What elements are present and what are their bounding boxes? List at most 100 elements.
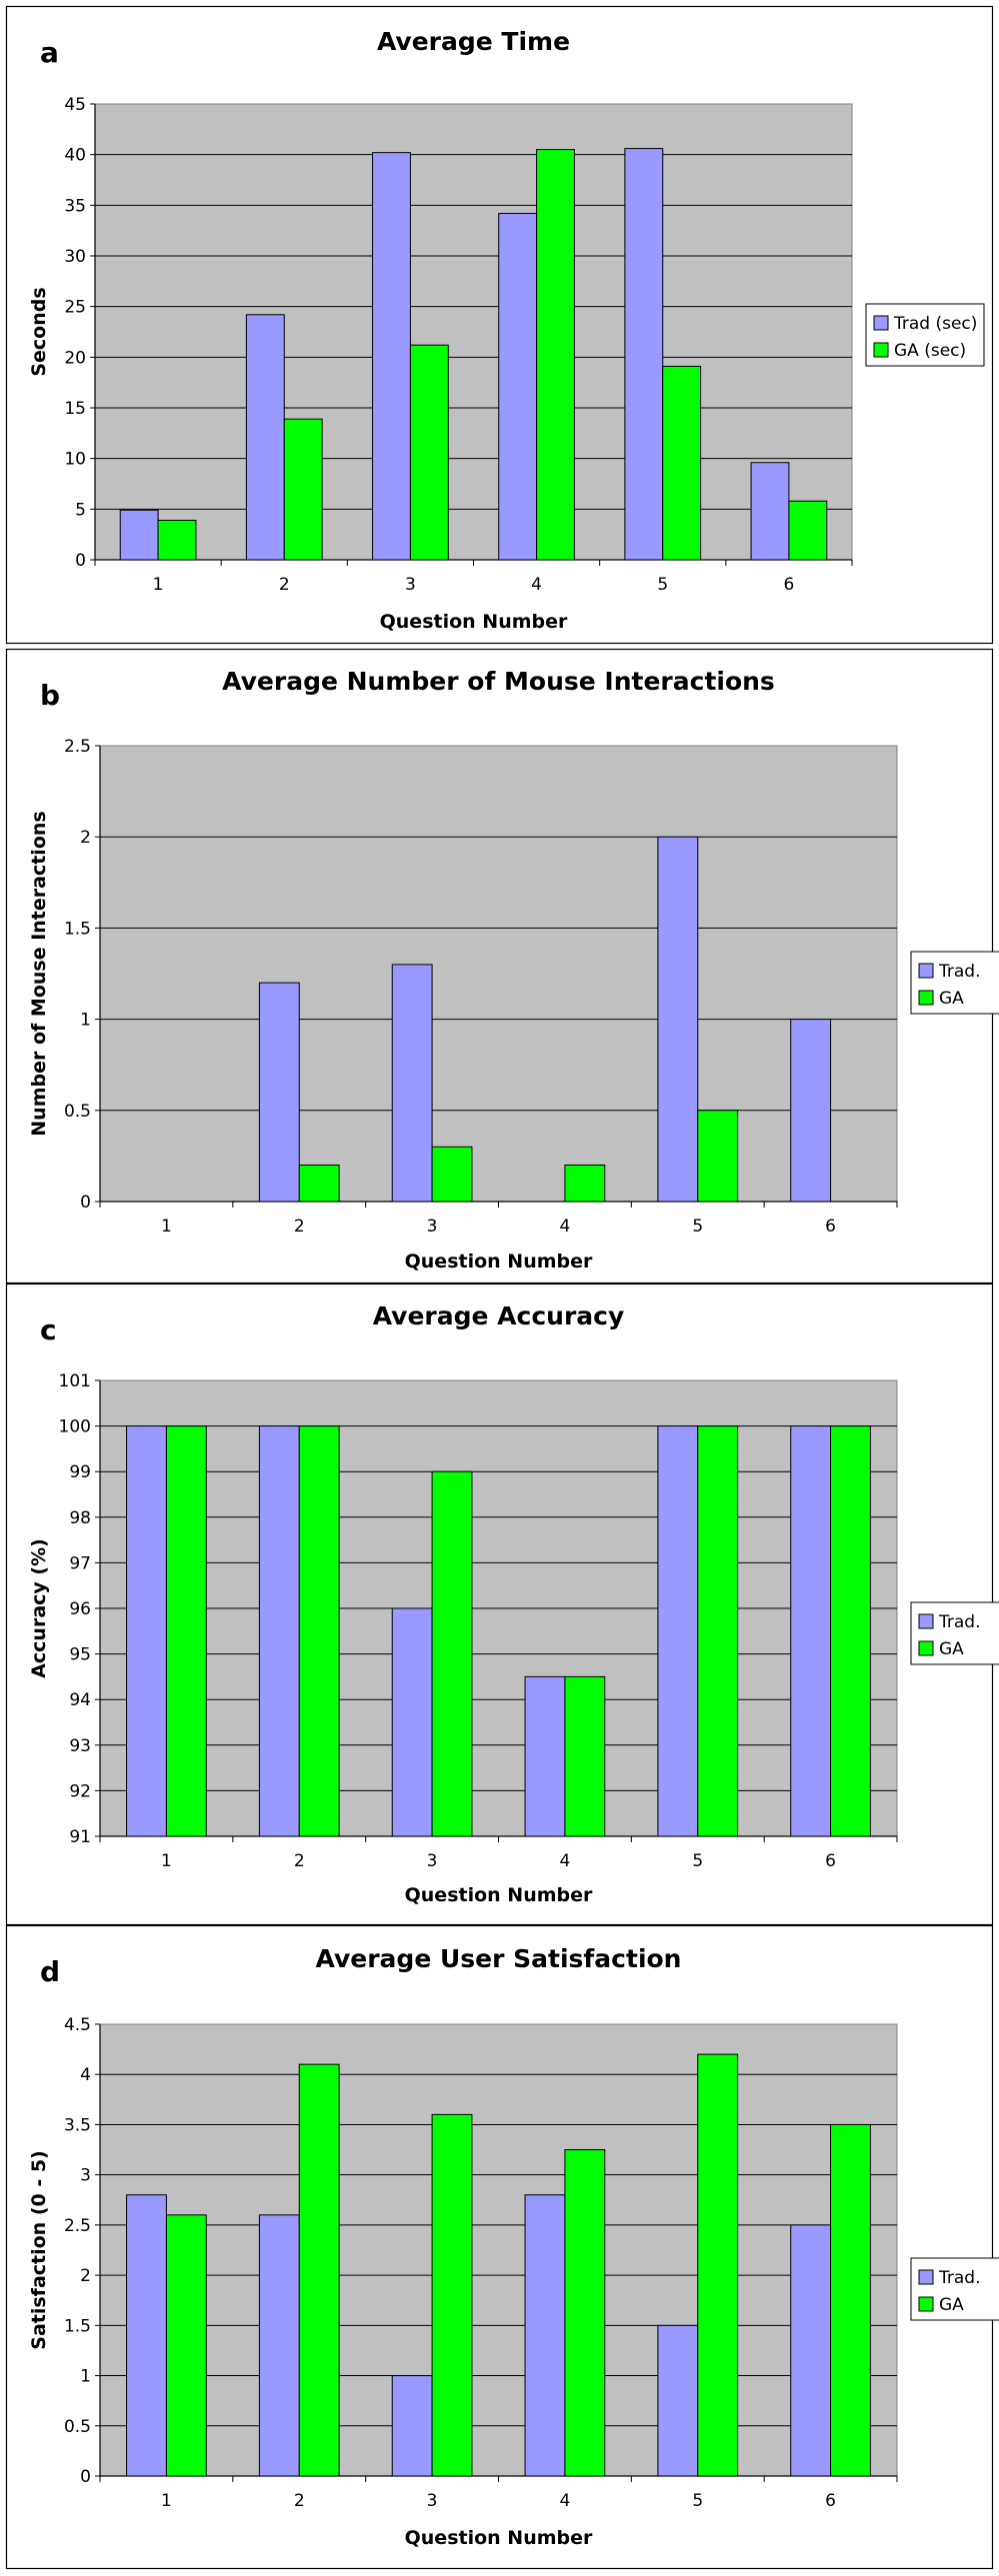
bar-ga-q2 (298, 2063, 340, 2477)
x-tick-label: 4 (560, 1217, 571, 1237)
bar-ga-q4 (536, 149, 575, 561)
panel-letter: c (40, 1313, 57, 1346)
y-tick-label: 40 (64, 146, 86, 166)
x-tick-label: 3 (427, 1217, 438, 1237)
x-tick-label: 5 (692, 1851, 703, 1871)
y-tick-label: 98 (69, 1508, 91, 1528)
y-tick-label: 5 (75, 500, 86, 520)
x-tick-label: 5 (692, 2491, 703, 2511)
legend-label-trad: Trad. (938, 2268, 981, 2288)
legend-label-ga: GA (sec) (894, 341, 966, 361)
bar-ga-q1 (157, 519, 197, 561)
y-tick-label: 2 (80, 828, 91, 848)
bar-trad-q3 (372, 152, 411, 561)
bar-trad-q6 (750, 462, 790, 561)
y-tick-label: 0.5 (64, 2417, 91, 2437)
legend-label-trad: Trad. (938, 962, 981, 982)
x-axis-title: Question Number (405, 2527, 593, 2549)
bar-trad-q4 (524, 1675, 566, 1837)
y-tick-label: 96 (69, 1599, 91, 1619)
bar-trad-q3 (391, 2375, 433, 2477)
bar-ga-q3 (431, 1146, 473, 1203)
y-tick-label: 2.5 (64, 2216, 91, 2236)
y-tick-label: 1 (80, 1011, 91, 1031)
x-tick-label: 1 (161, 1851, 172, 1871)
x-tick-label: 3 (427, 1851, 438, 1871)
legend-label-trad: Trad (sec) (893, 314, 977, 334)
y-tick-label: 0 (75, 551, 86, 571)
bar-trad-q1 (126, 1425, 167, 1837)
x-tick-label: 3 (427, 2491, 438, 2511)
y-tick-label: 45 (64, 95, 86, 115)
y-tick-label: 2 (80, 2266, 91, 2286)
bar-trad-q5 (624, 148, 664, 561)
bar-ga-q2 (283, 418, 323, 561)
bar-trad-q4 (524, 2194, 566, 2477)
x-axis-title: Question Number (405, 1251, 593, 1273)
panel-letter: d (40, 1955, 60, 1988)
y-tick-label: 95 (69, 1645, 91, 1665)
bar-trad-q1 (126, 2194, 167, 2477)
bar-ga-q6 (788, 500, 828, 561)
bar-ga-q1 (165, 2214, 207, 2477)
x-tick-label: 2 (294, 1851, 305, 1871)
x-tick-label: 2 (294, 1217, 305, 1237)
legend-label-ga: GA (939, 2295, 964, 2315)
x-axis-title: Question Number (405, 1884, 593, 1906)
bar-ga-q5 (697, 1425, 739, 1837)
y-tick-label: 3.5 (64, 2115, 91, 2135)
panel-letter: b (40, 679, 60, 712)
y-tick-label: 3 (80, 2166, 91, 2186)
legend-swatch-trad (918, 1613, 934, 1629)
chart-panel-b: b Average Number of Mouse Interactions 0 0.… (5, 648, 999, 1285)
bar-ga-q4 (564, 2149, 606, 2477)
bar-trad-q6 (790, 1425, 832, 1837)
y-tick-label: 4.5 (64, 2015, 91, 2035)
bar-trad-q2 (258, 982, 300, 1203)
legend-swatch-trad (873, 315, 889, 331)
bar-trad-q5 (657, 2324, 699, 2477)
legend-swatch-ga (918, 2296, 934, 2312)
bar-trad-q6 (790, 1019, 832, 1203)
y-tick-label: 97 (69, 1553, 91, 1573)
y-tick-label: 30 (64, 247, 86, 267)
bar-ga-q5 (697, 1110, 739, 1203)
bar-trad-q2 (258, 2214, 300, 2477)
x-tick-label: 2 (279, 575, 290, 595)
legend-swatch-trad (918, 963, 934, 979)
y-tick-label: 101 (59, 1371, 91, 1391)
y-tick-label: 0 (80, 1193, 91, 1213)
bar-trad-q3 (391, 1607, 433, 1837)
plot-area (94, 103, 853, 561)
x-tick-label: 6 (825, 2491, 836, 2511)
bar-ga-q6 (830, 2123, 871, 2477)
legend-label-ga: GA (939, 1639, 964, 1659)
y-tick-label: 0.5 (64, 1102, 91, 1122)
y-tick-label: 10 (64, 450, 86, 470)
bar-ga-q6 (830, 1425, 871, 1837)
bar-trad-q1 (119, 509, 159, 561)
x-tick-label: 1 (161, 1217, 172, 1237)
y-tick-label: 35 (64, 196, 86, 216)
y-tick-label: 20 (64, 348, 86, 368)
y-tick-label: 25 (64, 298, 86, 318)
plot-area (99, 745, 898, 1203)
plot-area (99, 2023, 898, 2477)
y-tick-label: 0 (80, 2467, 91, 2487)
chart-panel-d: d Average User Satisfaction 0 0.5 1 1.5 2 2.5 3 3… (5, 1924, 999, 2570)
x-tick-label: 6 (784, 575, 795, 595)
bar-ga-q3 (409, 344, 449, 561)
y-axis-title: Satisfaction (0 - 5) (28, 2150, 50, 2349)
x-tick-label: 6 (825, 1851, 836, 1871)
bar-ga-q1 (165, 1425, 207, 1837)
bar-trad-q4 (498, 212, 538, 561)
x-tick-label: 4 (531, 575, 542, 595)
bar-ga-q2 (298, 1425, 340, 1837)
bar-trad-q2 (258, 1425, 300, 1837)
x-axis-title: Question Number (380, 611, 568, 633)
chart-title: Average Time (377, 27, 570, 56)
y-axis-title: Seconds (28, 287, 50, 376)
bar-ga-q3 (431, 2113, 473, 2477)
